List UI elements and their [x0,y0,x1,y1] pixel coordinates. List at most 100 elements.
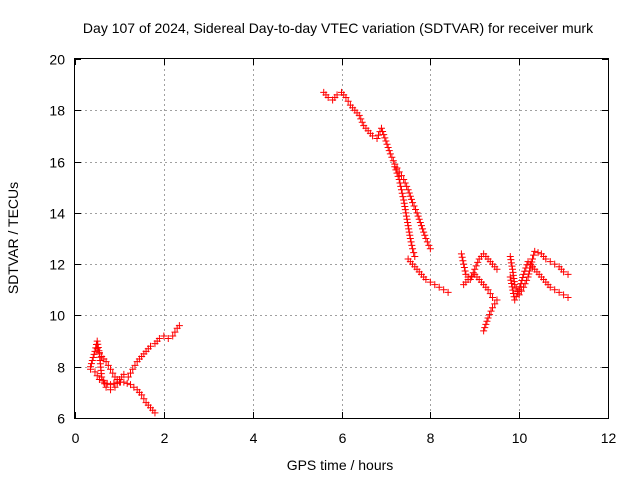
data-point [171,328,179,336]
x-tick-label: 10 [512,430,528,446]
data-point [333,91,341,99]
data-point [102,383,110,391]
data-point [530,251,538,259]
data-point [486,290,494,298]
data-point [91,368,99,376]
data-point [160,332,168,340]
data-point [383,140,391,148]
data-point [491,300,499,308]
data-point [404,186,412,194]
data-point [520,283,528,291]
data-point [511,296,519,304]
data-point [95,376,103,384]
data-point [127,369,135,377]
data-point [512,293,520,301]
data-point [397,182,405,190]
data-point [403,215,411,223]
data-point [394,172,402,180]
data-point [95,349,103,357]
data-point [460,260,468,268]
data-point [425,241,433,249]
data-point [457,250,465,258]
data-point [100,378,108,386]
data-point [405,228,413,236]
data-point [393,169,401,177]
data-point [408,241,416,249]
data-point [409,199,417,207]
data-point [391,163,399,171]
data-point [115,378,123,386]
data-point [131,361,139,369]
data-point [412,205,420,213]
data-point [405,189,413,197]
y-tick-label: 14 [49,206,65,222]
data-point [398,189,406,197]
data-point [392,166,400,174]
data-point [414,212,422,220]
data-point [401,202,409,210]
data-point [506,273,514,281]
data-point [123,379,131,387]
data-point [507,256,515,264]
data-point [524,273,532,281]
data-point [169,332,177,340]
data-point [440,286,448,294]
data-point [482,320,490,328]
x-tick-label: 6 [339,430,347,446]
data-point [483,317,491,325]
data-point [560,291,568,299]
data-point [388,153,396,161]
data-point [397,186,405,194]
data-point [459,257,467,265]
data-point [384,143,392,151]
data-marks [87,88,572,417]
data-point [534,249,542,257]
data-point [518,277,526,285]
data-point [357,115,365,123]
data-point [406,192,414,200]
data-point [99,376,107,384]
data-point [531,247,539,255]
data-point [342,93,350,101]
data-point [407,238,415,246]
data-point [407,195,415,203]
data-point [508,283,516,291]
data-point [416,218,424,226]
data-point [401,206,409,214]
data-point [489,304,497,312]
data-point [88,357,96,365]
data-point [508,280,516,288]
data-point [111,383,119,391]
data-point [484,314,492,322]
data-point [324,93,332,101]
data-point [377,124,385,132]
data-point [484,286,492,294]
data-point [147,342,155,350]
data-point [400,199,408,207]
data-point [389,157,397,165]
data-point [522,264,530,272]
data-point [406,235,414,242]
data-point [402,212,410,220]
data-point [509,286,517,294]
data-point [344,97,352,105]
data-point [426,245,434,253]
x-tick-label: 2 [161,430,169,446]
data-point [102,358,110,366]
data-point [395,176,403,184]
data-point [551,260,559,268]
data-point [564,270,572,278]
data-point [151,409,159,417]
data-point [517,280,525,288]
data-point [402,209,410,217]
data-point [422,235,430,242]
data-point [431,281,439,289]
data-point [523,261,531,269]
data-point [87,365,95,373]
data-point [551,286,559,294]
data-point [493,296,501,304]
data-point [109,369,117,377]
data-point [487,307,495,315]
axis-ticks [75,59,609,419]
